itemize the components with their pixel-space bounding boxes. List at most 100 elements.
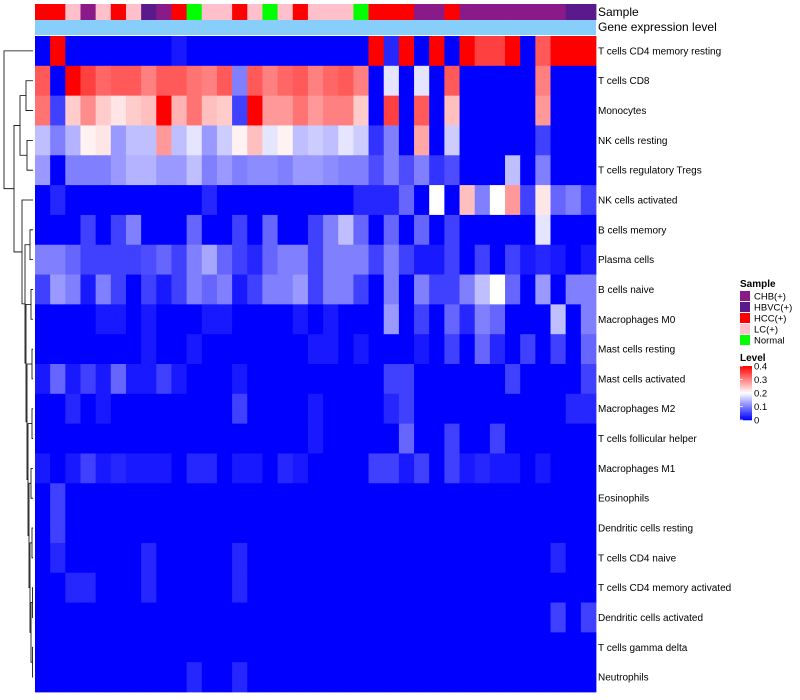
level-legend-gradient-step <box>740 401 752 403</box>
heatmap-cell <box>307 423 324 454</box>
heatmap-cell <box>353 513 369 544</box>
heatmap-cell <box>80 632 97 663</box>
heatmap-cell <box>535 602 551 633</box>
heatmap-cell <box>474 662 491 693</box>
heatmap-cell <box>535 393 551 425</box>
heatmap-cell <box>565 185 582 216</box>
sample-annotation-cell <box>277 4 294 20</box>
heatmap-cell <box>489 125 506 156</box>
heatmap-cell <box>292 423 309 454</box>
heatmap-cell <box>565 65 582 97</box>
heatmap-cell <box>125 572 142 603</box>
heatmap-cell <box>171 185 188 216</box>
heatmap-cell <box>338 244 354 275</box>
heatmap-cell <box>398 244 415 275</box>
heatmap-cell <box>398 65 415 97</box>
heatmap-cell <box>489 453 506 484</box>
heatmap-cell <box>535 364 551 395</box>
heatmap-cell <box>505 364 521 395</box>
heatmap-cell <box>110 185 127 216</box>
heatmap-cell <box>156 602 172 633</box>
heatmap-cell <box>535 36 551 67</box>
heatmap-cell <box>565 155 582 186</box>
heatmap-cell <box>216 214 233 246</box>
heatmap-cell <box>353 125 369 156</box>
heatmap-cell <box>520 244 536 275</box>
heatmap-cell <box>201 662 218 693</box>
heatmap-cell <box>459 244 476 275</box>
level-legend-gradient-step <box>740 406 752 409</box>
heatmap-cell <box>35 632 51 663</box>
heatmap-cell <box>474 125 491 156</box>
heatmap-cell <box>65 662 81 693</box>
row-label: Dendritic cells activated <box>598 613 703 624</box>
heatmap-cell <box>232 662 248 693</box>
heatmap-cell <box>307 334 324 365</box>
heatmap-cell <box>125 65 142 97</box>
heatmap-cell <box>156 632 172 663</box>
sample-annotation-cell <box>171 4 188 20</box>
heatmap-cell <box>216 304 233 335</box>
heatmap-cell <box>80 214 97 246</box>
heatmap-cell <box>520 513 536 544</box>
heatmap-cell <box>338 513 354 544</box>
heatmap-cell <box>550 542 567 574</box>
heatmap-cell <box>156 513 172 544</box>
heatmap-cell <box>580 364 597 395</box>
heatmap-cell <box>216 274 233 305</box>
heatmap-cell <box>307 393 324 425</box>
heatmap-cell <box>292 36 309 67</box>
heatmap-cell <box>414 513 430 544</box>
heatmap-cell <box>398 364 415 395</box>
heatmap-cell <box>95 662 112 693</box>
heatmap-cell <box>383 214 400 246</box>
heatmap-cell <box>520 393 536 425</box>
heatmap-cell <box>216 155 233 186</box>
heatmap-cell <box>505 393 521 425</box>
heatmap-cell <box>489 364 506 395</box>
heatmap-cell <box>323 602 339 633</box>
heatmap-cell <box>247 65 263 97</box>
heatmap-cell <box>414 364 430 395</box>
sample-annotation-cell <box>50 4 66 20</box>
heatmap-cell <box>338 214 354 246</box>
heatmap-cell <box>429 95 445 126</box>
heatmap-cell <box>171 125 188 156</box>
level-legend-gradient-step <box>740 410 752 413</box>
heatmap-cell <box>520 632 536 663</box>
heatmap-cell <box>110 393 127 425</box>
heatmap-cell <box>125 185 142 216</box>
heatmap-cell <box>580 244 597 275</box>
heatmap-cell <box>580 65 597 97</box>
heatmap-cell <box>80 662 97 693</box>
heatmap-cell <box>35 662 51 693</box>
heatmap-cell <box>338 542 354 574</box>
level-legend-gradient-step <box>740 368 752 371</box>
heatmap-cell <box>156 244 172 275</box>
heatmap-cell <box>535 155 551 186</box>
heatmap-cell <box>292 274 309 305</box>
heatmap-cell <box>368 453 385 484</box>
heatmap-cell <box>141 304 157 335</box>
heatmap-cell <box>35 36 51 67</box>
heatmap-cell <box>398 125 415 156</box>
heatmap-cell <box>292 542 309 574</box>
heatmap-cell <box>323 632 339 663</box>
dendrogram-branch <box>31 348 33 380</box>
heatmap-cell <box>338 334 354 365</box>
heatmap-cell <box>201 274 218 305</box>
heatmap-cell <box>50 423 66 454</box>
heatmap-cell <box>459 214 476 246</box>
heatmap-cell <box>277 632 294 663</box>
heatmap-cell <box>414 125 430 156</box>
heatmap-cell <box>383 364 400 395</box>
heatmap-cell <box>414 244 430 275</box>
heatmap-cell <box>232 65 248 97</box>
heatmap-cell <box>141 185 157 216</box>
heatmap-cell <box>565 364 582 395</box>
heatmap-cell <box>474 274 491 305</box>
heatmap-cell <box>277 513 294 544</box>
heatmap-cell <box>414 602 430 633</box>
heatmap-cell <box>520 95 536 126</box>
heatmap-cell <box>262 334 278 365</box>
